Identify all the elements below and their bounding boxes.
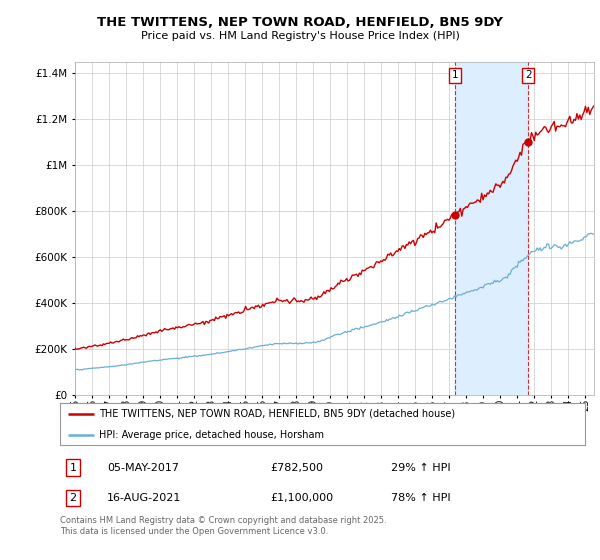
Text: 1: 1 (70, 463, 77, 473)
Bar (455, 62, 528, 395)
Text: 1: 1 (452, 71, 458, 81)
Text: 29% ↑ HPI: 29% ↑ HPI (391, 463, 451, 473)
Text: Contains HM Land Registry data © Crown copyright and database right 2025.
This d: Contains HM Land Registry data © Crown c… (60, 516, 386, 536)
Text: £1,100,000: £1,100,000 (270, 493, 333, 503)
Text: THE TWITTENS, NEP TOWN ROAD, HENFIELD, BN5 9DY (detached house): THE TWITTENS, NEP TOWN ROAD, HENFIELD, B… (100, 409, 455, 419)
Text: Price paid vs. HM Land Registry's House Price Index (HPI): Price paid vs. HM Land Registry's House … (140, 31, 460, 41)
Text: 2: 2 (525, 71, 532, 81)
Text: £782,500: £782,500 (270, 463, 323, 473)
Text: THE TWITTENS, NEP TOWN ROAD, HENFIELD, BN5 9DY: THE TWITTENS, NEP TOWN ROAD, HENFIELD, B… (97, 16, 503, 29)
Text: 2: 2 (70, 493, 77, 503)
Text: 16-AUG-2021: 16-AUG-2021 (107, 493, 182, 503)
Text: 78% ↑ HPI: 78% ↑ HPI (391, 493, 451, 503)
Text: HPI: Average price, detached house, Horsham: HPI: Average price, detached house, Hors… (100, 430, 325, 440)
Text: 05-MAY-2017: 05-MAY-2017 (107, 463, 179, 473)
